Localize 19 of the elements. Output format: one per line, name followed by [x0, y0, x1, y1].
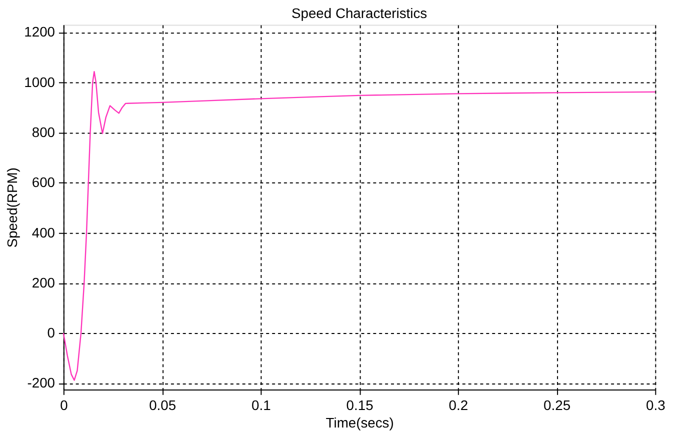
y-tick-label: 1200	[24, 24, 56, 40]
y-tick-label: -200	[27, 374, 56, 391]
x-tick-label: 0.05	[149, 396, 176, 413]
x-tick-label: 0.3	[646, 396, 666, 413]
y-tick-label: 1000	[24, 74, 56, 90]
y-tick-label: 800	[32, 124, 56, 140]
y-axis-title: Speed(RPM)	[4, 168, 20, 248]
x-tick-label: 0.15	[346, 396, 374, 413]
x-tick-label: 0	[60, 396, 68, 413]
y-tick-label: 200	[32, 274, 56, 290]
chart-title: Speed Characteristics	[292, 4, 428, 21]
y-tick-label: 600	[32, 174, 56, 190]
y-tick-label: 400	[32, 224, 56, 240]
x-axis-title: Time(secs)	[326, 414, 394, 431]
line-series	[62, 71, 656, 381]
x-tick-label: 0.2	[448, 396, 468, 413]
x-tick-label: 0.25	[544, 396, 571, 413]
y-tick-label: 0	[47, 324, 56, 341]
x-tick-label: 0.1	[252, 396, 272, 413]
